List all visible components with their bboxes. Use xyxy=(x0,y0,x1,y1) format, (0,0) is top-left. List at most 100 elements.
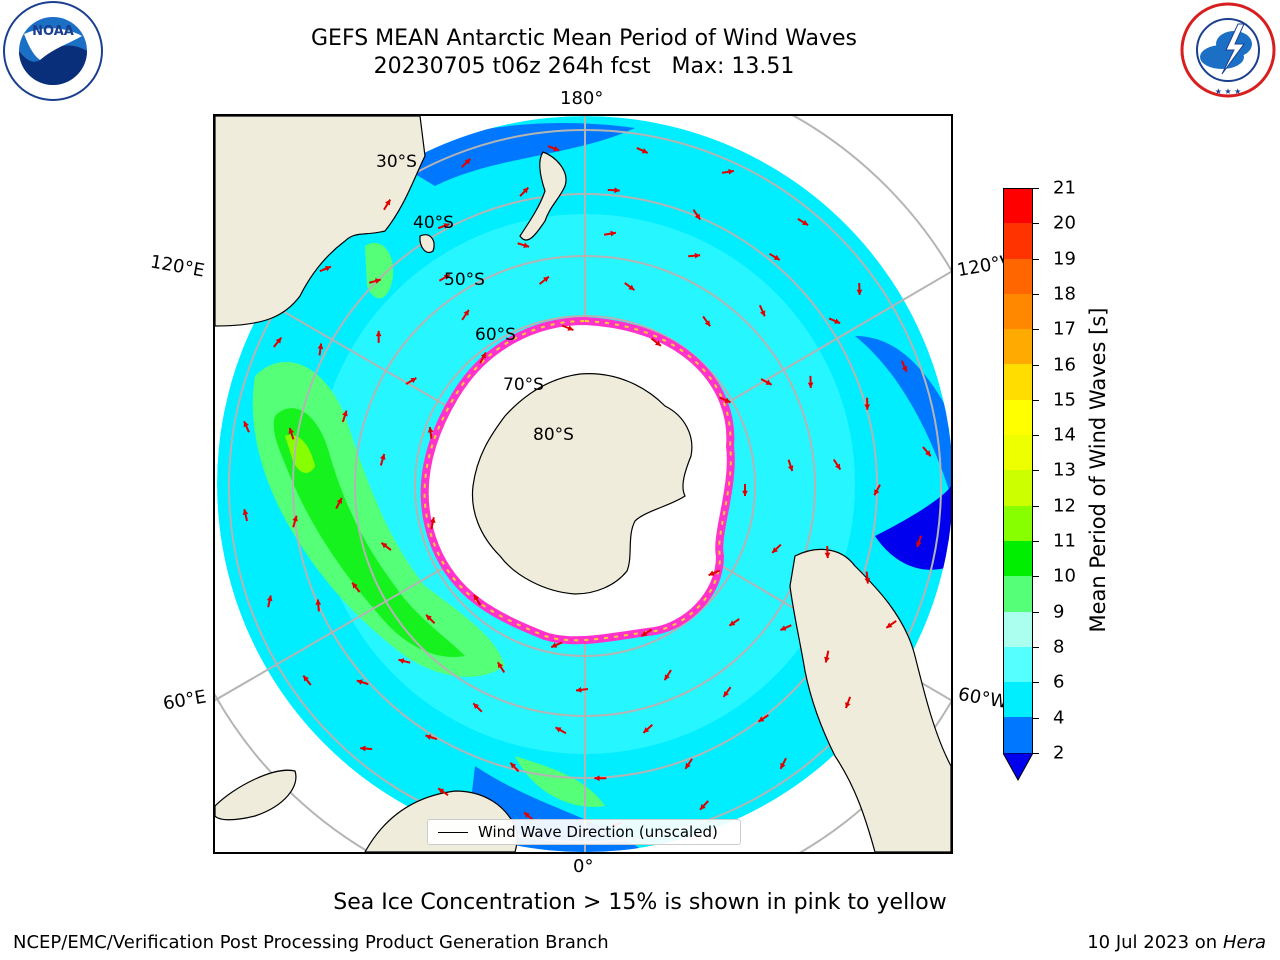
wind-wave-arrowhead xyxy=(835,463,841,470)
wind-wave-arrowhead xyxy=(700,803,706,810)
legend-label: Wind Wave Direction (unscaled) xyxy=(478,823,718,841)
svg-text:NOAA: NOAA xyxy=(32,24,74,39)
wind-wave-arrowhead xyxy=(356,679,363,685)
wind-wave-arrowhead xyxy=(379,453,386,460)
wind-wave-arrowhead xyxy=(824,656,830,663)
wind-wave-arrowhead xyxy=(807,382,814,388)
wind-wave-arrowhead xyxy=(654,340,661,346)
colorbar-tick xyxy=(1033,188,1039,189)
colorbar-segment xyxy=(1003,576,1033,612)
polar-map xyxy=(213,114,953,854)
colorbar-tick xyxy=(1033,293,1039,295)
colorbar-segment xyxy=(1003,540,1033,577)
wind-wave-arrowhead xyxy=(480,352,486,359)
colorbar-under-triangle xyxy=(1003,752,1033,781)
wind-wave-arrowhead xyxy=(398,658,405,664)
colorbar-tick-label: 18 xyxy=(1053,283,1076,305)
continents xyxy=(215,116,951,852)
wind-wave-arrowhead xyxy=(429,517,436,524)
wind-wave-arrowhead xyxy=(694,252,701,259)
wind-wave-arrowhead xyxy=(438,788,445,794)
colorbar-tick xyxy=(1033,752,1039,754)
colorbar-tick xyxy=(1033,470,1039,472)
wind-wave-arrowhead xyxy=(729,620,736,626)
colorbar-tick xyxy=(1033,576,1039,578)
colorbar-tick-label: 9 xyxy=(1053,601,1065,623)
lat-label-80s: 80°S xyxy=(533,425,574,445)
colorbar-tick-label: 15 xyxy=(1053,389,1076,411)
colorbar-tick-label: 10 xyxy=(1053,565,1076,587)
colorbar-tick xyxy=(1033,258,1039,260)
wind-wave-arrowhead xyxy=(728,168,734,175)
wind-wave-arrowhead xyxy=(543,276,549,283)
wind-wave-arrowhead xyxy=(243,421,249,428)
colorbar-tick xyxy=(1033,223,1039,225)
footer-date: 10 Jul 2023 on Hera xyxy=(1087,932,1266,953)
wind-wave-arrowhead xyxy=(292,515,298,522)
antarctica-land xyxy=(471,373,693,595)
wind-wave-arrowhead xyxy=(315,599,322,605)
lat-label-50s: 50°S xyxy=(444,270,485,290)
wind-wave-arrowhead xyxy=(510,762,517,769)
wind-wave-arrowhead xyxy=(425,734,432,740)
wind-wave-arrowhead xyxy=(723,690,729,697)
colorbar-tick xyxy=(1033,364,1039,366)
wind-wave-arrowhead xyxy=(464,158,471,165)
wind-wave-arrowhead xyxy=(426,614,432,621)
wind-wave-arrowhead xyxy=(758,716,765,722)
wind-wave-arrowhead xyxy=(497,662,504,669)
wind-wave-arrowhead xyxy=(874,489,880,496)
colorbar-tick xyxy=(1033,505,1039,507)
wind-wave-arrowhead xyxy=(443,274,450,280)
wind-wave-arrowhead xyxy=(375,330,382,337)
colorbar-tick xyxy=(1033,435,1039,437)
wind-wave-arrowhead xyxy=(288,427,295,434)
wind-wave-arrowhead xyxy=(864,404,871,410)
colorbar-label: Mean Period of Wind Waves [s] xyxy=(1086,307,1110,633)
colorbar-tick-label: 2 xyxy=(1053,742,1065,764)
wind-wave-arrowhead xyxy=(242,509,249,516)
lat-label-60s: 60°S xyxy=(475,325,516,345)
colorbar-segment xyxy=(1003,399,1033,436)
wind-wave-arrowhead xyxy=(760,310,766,317)
colorbar-tick xyxy=(1033,646,1039,648)
colorbar-tick xyxy=(1033,541,1039,542)
footer-credit: NCEP/EMC/Verification Post Processing Pr… xyxy=(13,932,609,953)
colorbar-tick xyxy=(1033,329,1039,331)
wind-wave-arrowhead xyxy=(694,213,701,220)
wind-wave-arrowhead xyxy=(523,242,530,248)
wind-wave-arrowhead xyxy=(427,427,434,433)
colorbar-tick-label: 14 xyxy=(1053,424,1076,446)
lat-label-70s: 70°S xyxy=(503,375,544,395)
lat-label-30s: 30°S xyxy=(376,152,417,172)
wind-wave-arrowhead xyxy=(845,702,851,709)
wind-wave-arrowhead xyxy=(275,337,282,344)
wind-wave-arrowhead xyxy=(864,578,871,584)
wind-wave-arrowhead xyxy=(522,187,529,194)
wind-wave-arrowhead xyxy=(780,625,787,631)
colorbar-tick-label: 11 xyxy=(1053,530,1076,552)
nws-logo: ★ ★ ★ xyxy=(1178,2,1278,98)
wind-wave-arrowhead xyxy=(385,199,391,206)
wind-wave-arrowhead xyxy=(266,595,273,602)
wind-wave-arrowhead xyxy=(555,727,562,733)
wind-wave-arrowhead xyxy=(724,397,731,403)
wind-wave-arrowhead xyxy=(614,187,620,194)
colorbar-tick xyxy=(1033,717,1039,719)
colorbar-segment xyxy=(1003,717,1033,753)
wind-wave-arrowhead xyxy=(410,378,417,384)
colorbar-tick xyxy=(1033,682,1039,684)
colorbar-tick-label: 12 xyxy=(1053,495,1076,517)
colorbar-segment xyxy=(1003,611,1033,647)
wind-wave-arrowhead xyxy=(381,542,388,549)
wind-wave-arrowhead xyxy=(708,570,715,576)
colorbar-segment xyxy=(1003,188,1033,224)
wind-wave-arrowhead xyxy=(641,148,648,154)
colorbar-segment xyxy=(1003,682,1033,718)
wind-wave-arrowhead xyxy=(567,325,574,331)
chart-title: GEFS MEAN Antarctic Mean Period of Wind … xyxy=(311,26,857,51)
colorbar-segment xyxy=(1003,223,1033,259)
wind-wave-arrowhead xyxy=(473,594,480,601)
wind-wave-arrowhead xyxy=(463,309,469,316)
map-legend: Wind Wave Direction (unscaled) xyxy=(427,819,741,845)
